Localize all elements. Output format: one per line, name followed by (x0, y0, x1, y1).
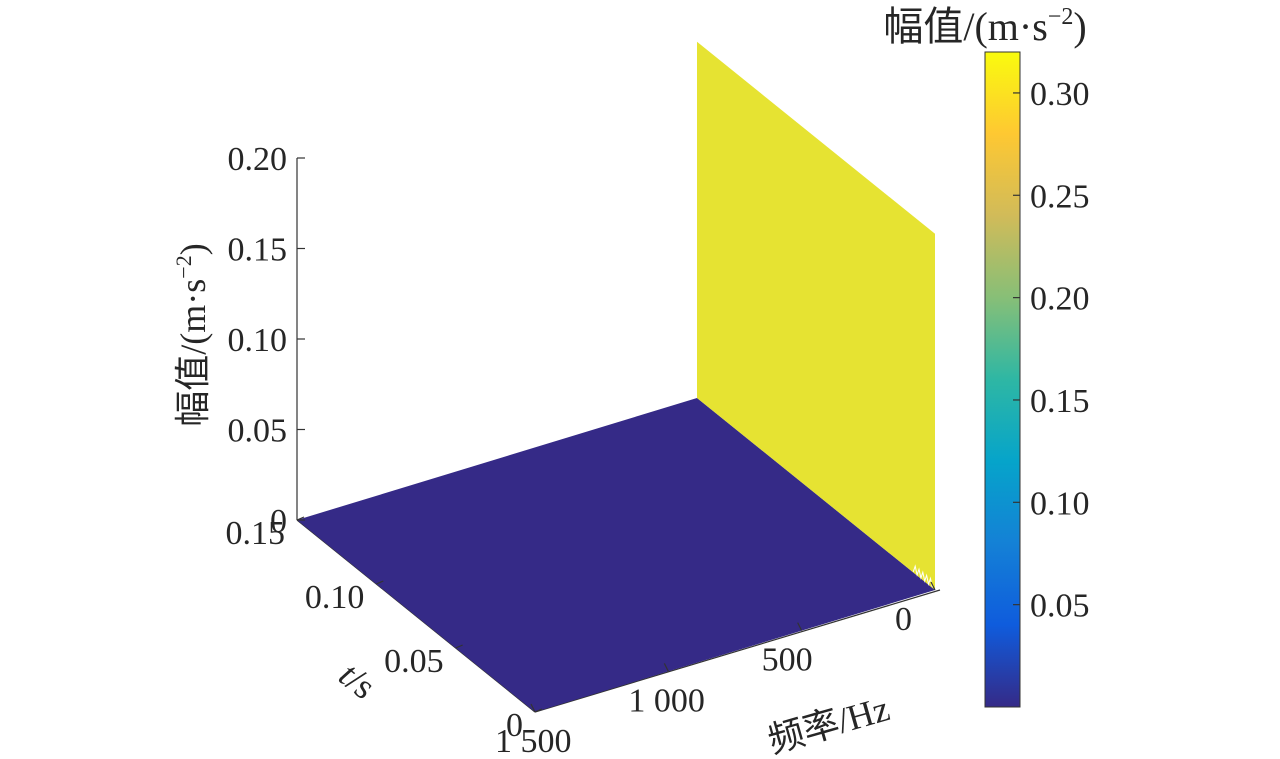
z-tick-label: 0.20 (228, 141, 288, 178)
t-tick-mark (296, 516, 305, 521)
z-axis-ticks: 0 0.05 0.10 0.15 0.20 (228, 141, 305, 540)
colorbar-gradient (984, 51, 1021, 708)
t-tick-label: 0 (506, 707, 523, 744)
colorbar-label: 幅值/(m·s−2) (883, 4, 1086, 49)
colorbar-tick-label: 0.25 (1030, 178, 1090, 215)
z-tick-label: 0 (270, 503, 287, 540)
surface-ridge (912, 564, 933, 588)
z-axis-label-exp: −2 (171, 255, 196, 278)
colorbar-tick-label: 0.10 (1030, 485, 1090, 522)
colorbar-tick-label: 0.05 (1030, 588, 1090, 625)
z-tick-label: 0.15 (228, 232, 288, 269)
surface-peak-wall (697, 41, 935, 591)
z-axis-label-close: ) (173, 243, 213, 255)
colorbar: 0.05 0.10 0.15 0.20 0.25 0.30 幅值/(m·s−2) (883, 4, 1090, 708)
f-tick-label: 1 500 (495, 723, 572, 759)
f-tick-label: 0 (895, 601, 912, 638)
t-tick-mark (534, 708, 543, 713)
z-tick-label: 0.05 (228, 413, 288, 450)
colorbar-label-text: 幅值/(m·s (883, 4, 1047, 49)
f-tick-mark (663, 663, 669, 672)
t-tick-label: 0.10 (305, 579, 365, 616)
z-axis-label-text: 幅值/(m·s (173, 279, 213, 427)
f-tick-label: 500 (762, 642, 813, 679)
colorbar-ticks: 0.05 0.10 0.15 0.20 0.25 0.30 (1013, 76, 1090, 625)
surface-floor (297, 398, 935, 712)
z-axis-label: 幅值/(m·s−2) (171, 243, 213, 426)
colorbar-tick-label: 0.20 (1030, 281, 1090, 318)
f-tick-mark (530, 703, 536, 713)
t-axis-ticks: 0 0.05 0.10 0.15 (226, 515, 543, 744)
z-tick-label: 0.10 (228, 322, 288, 359)
colorbar-tick-label: 0.15 (1030, 383, 1090, 420)
colorbar-tick-label: 0.30 (1030, 76, 1090, 113)
f-axis-label: 频率/Hz (764, 688, 894, 759)
colorbar-label-exp: −2 (1048, 4, 1074, 30)
f-tick-mark (930, 581, 936, 591)
t-axis-label: t/s (332, 654, 383, 706)
f-axis-line (534, 589, 941, 713)
surface (297, 41, 935, 712)
t-tick-mark (376, 580, 384, 585)
f-tick-mark (797, 622, 803, 631)
f-axis-ticks: 0 500 1 000 1 500 (495, 581, 936, 759)
f-tick-label: 1 000 (628, 682, 705, 719)
t-tick-mark (455, 644, 463, 649)
colorbar-label-close: ) (1073, 4, 1086, 49)
t-tick-label: 0.05 (384, 643, 444, 680)
t-tick-label: 0.15 (226, 515, 286, 552)
